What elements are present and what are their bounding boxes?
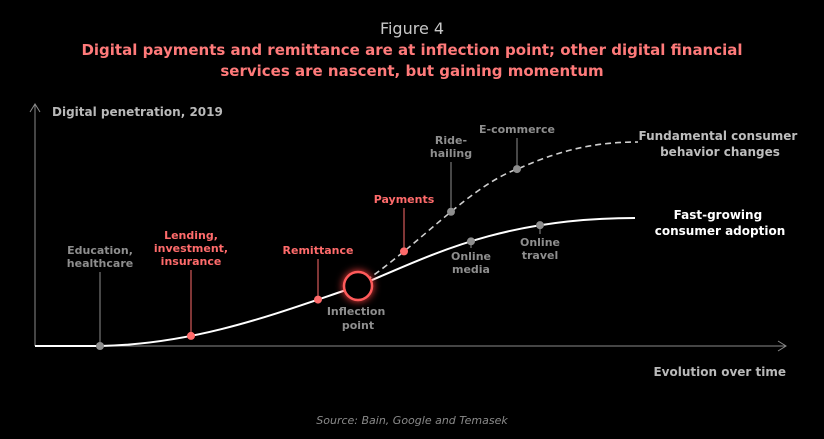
point-markers: Education, healthcare Lending, investment, i… [67,123,560,350]
inflection-point-label-line-1: Inflection [327,305,385,318]
inflection-point-marker [342,270,374,302]
series-label-fundamental: Fundamental consumer behavior changes [638,129,801,159]
point-label-payments: Payments [374,193,435,206]
point-label-lending-line-1: Lending, [164,229,218,242]
point-label-online-media: Online media [451,250,491,276]
axes: Digital penetration, 2019 Evolution over… [29,103,787,379]
point-marker-education-healthcare [96,342,104,350]
point-marker-online-media [466,237,475,246]
series-label-fundamental-line-2: behavior changes [660,145,780,159]
inflection-point-label-line-2: point [342,319,374,332]
point-label-education-healthcare: Education, healthcare [67,244,133,270]
figure-label: Figure 4 [379,19,445,38]
series-label-fundamental-line-1: Fundamental consumer [638,129,797,143]
point-label-online-travel-line-2: travel [522,249,559,262]
point-label-ride-hailing-line-1: Ride- [435,134,467,147]
point-label-ride-hailing-line-2: hailing [430,147,472,160]
point-label-lending-line-2: investment, [154,242,228,255]
point-label-e-commerce-line-1: E-commerce [479,123,555,136]
source-note: Source: Bain, Google and Temasek [316,414,508,427]
chart-title: Digital payments and remittance are at i… [60,40,764,82]
series-line-fundamental [357,141,639,287]
point-label-online-travel-line-1: Online [520,236,560,249]
point-marker-online-travel [536,221,544,230]
point-marker-payments [399,247,408,256]
point-label-ride-hailing: Ride-hailing [430,134,472,160]
point-label-lending: Lending, investment, insurance [154,229,228,268]
point-label-education-healthcare-line-1: Education, [67,244,133,257]
point-marker-ride-hailing [447,207,455,216]
y-axis-arrow [29,103,41,113]
point-label-e-commerce: E-commerce [479,123,555,136]
point-label-payments-line-1: Payments [374,193,435,206]
point-label-lending-line-3: insurance [161,255,222,268]
point-label-online-media-line-2: media [452,263,490,276]
point-label-remittance-line-1: Remittance [283,244,354,257]
y-axis-label: Digital penetration, 2019 [52,105,223,119]
x-axis-label: Evolution over time [653,365,786,379]
point-marker-e-commerce [513,165,521,174]
point-label-online-travel: Online travel [520,236,560,262]
point-label-remittance: Remittance [283,244,354,257]
chart-title-line-1: Digital payments and remittance are at i… [81,41,743,59]
point-label-education-healthcare-line-2: healthcare [67,257,133,270]
point-label-online-media-line-1: Online [451,250,491,263]
chart-title-line-2: services are nascent, but gaining moment… [220,62,604,80]
x-axis-arrow [777,340,787,352]
series-label-fast-growing-line-1: Fast-growing [674,208,763,222]
series-label-fast-growing: Fast-growing consumer adoption [655,208,785,238]
point-marker-remittance [313,295,322,304]
series-label-fast-growing-line-2: consumer adoption [655,224,785,238]
inflection-point-label: Inflection point [327,305,389,332]
point-marker-lending [186,331,195,340]
